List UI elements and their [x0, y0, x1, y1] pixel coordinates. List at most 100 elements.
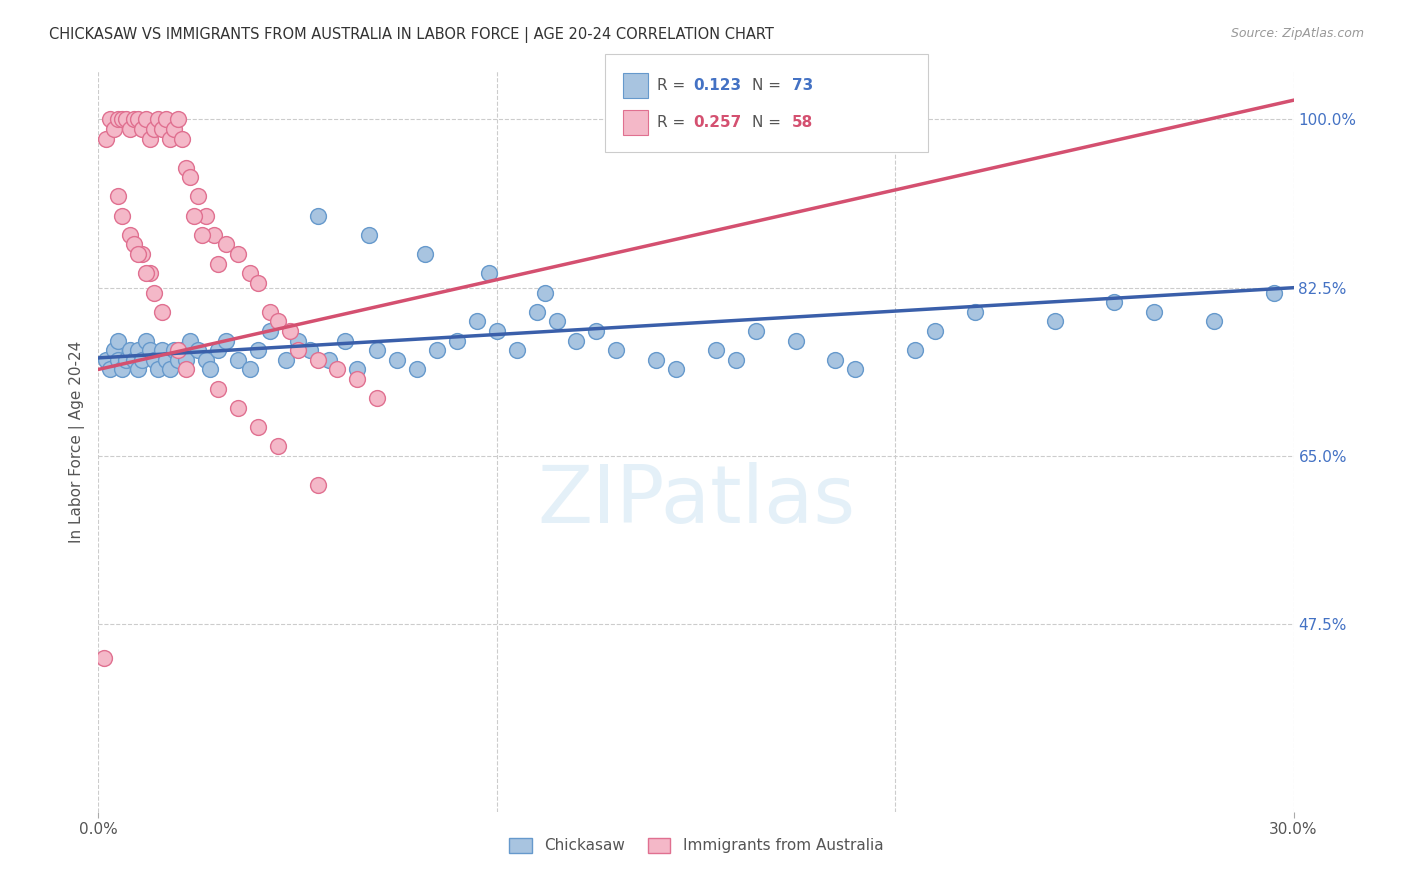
Point — [111, 112, 134, 127]
Point — [143, 352, 166, 367]
Point — [724, 352, 747, 367]
Point — [1202, 314, 1225, 328]
Point — [665, 362, 688, 376]
Point — [307, 209, 329, 223]
Point — [107, 334, 129, 348]
Text: 0.123: 0.123 — [693, 78, 741, 93]
Point — [226, 352, 249, 367]
Point — [124, 112, 146, 127]
Point — [150, 122, 173, 136]
Point — [96, 131, 118, 145]
Point — [139, 343, 162, 358]
Point — [111, 209, 134, 223]
Point — [1104, 295, 1126, 310]
Point — [103, 343, 125, 358]
Point — [346, 372, 368, 386]
Point — [124, 352, 146, 367]
Text: N =: N = — [752, 115, 782, 129]
Point — [135, 266, 157, 280]
Point — [963, 304, 986, 318]
Point — [605, 343, 627, 358]
Point — [143, 285, 166, 300]
Point — [745, 324, 768, 338]
Point — [267, 314, 290, 328]
Point — [150, 304, 173, 318]
Point — [366, 343, 388, 358]
Point — [139, 131, 162, 145]
Point — [155, 352, 177, 367]
Point — [98, 112, 122, 127]
Point — [307, 352, 329, 367]
Text: 73: 73 — [792, 78, 813, 93]
Point — [215, 334, 238, 348]
Text: Source: ZipAtlas.com: Source: ZipAtlas.com — [1230, 27, 1364, 40]
Point — [359, 227, 381, 242]
Point — [103, 122, 125, 136]
Point — [143, 122, 166, 136]
Text: CHICKASAW VS IMMIGRANTS FROM AUSTRALIA IN LABOR FORCE | AGE 20-24 CORRELATION CH: CHICKASAW VS IMMIGRANTS FROM AUSTRALIA I… — [49, 27, 775, 43]
Point — [120, 343, 142, 358]
Point — [366, 391, 388, 405]
Point — [93, 651, 115, 665]
Point — [465, 314, 488, 328]
Point — [267, 439, 290, 453]
Point — [120, 227, 142, 242]
Point — [187, 343, 209, 358]
Point — [546, 314, 568, 328]
Point — [159, 362, 181, 376]
Point — [844, 362, 866, 376]
Text: R =: R = — [657, 78, 685, 93]
Point — [446, 334, 468, 348]
Point — [148, 362, 170, 376]
Point — [246, 343, 269, 358]
Point — [565, 334, 588, 348]
Point — [150, 343, 173, 358]
Point — [174, 352, 197, 367]
Point — [127, 112, 149, 127]
Point — [226, 247, 249, 261]
Point — [426, 343, 449, 358]
Point — [163, 343, 186, 358]
Text: R =: R = — [657, 115, 685, 129]
Point — [207, 382, 229, 396]
Point — [159, 131, 181, 145]
Point — [585, 324, 607, 338]
Point — [115, 112, 138, 127]
Point — [215, 237, 238, 252]
Point — [506, 343, 529, 358]
Point — [1263, 285, 1285, 300]
Point — [298, 343, 321, 358]
Point — [115, 352, 138, 367]
Point — [385, 352, 409, 367]
Legend: Chickasaw, Immigrants from Australia: Chickasaw, Immigrants from Australia — [502, 831, 890, 860]
Point — [135, 334, 157, 348]
Point — [318, 352, 340, 367]
Point — [195, 352, 218, 367]
Point — [259, 324, 281, 338]
Point — [98, 362, 122, 376]
Point — [127, 362, 149, 376]
Point — [307, 478, 329, 492]
Point — [239, 266, 262, 280]
Point — [96, 352, 118, 367]
Point — [172, 343, 194, 358]
Point — [485, 324, 508, 338]
Point — [107, 189, 129, 203]
Point — [924, 324, 946, 338]
Point — [183, 209, 205, 223]
Point — [207, 257, 229, 271]
Point — [704, 343, 727, 358]
Point — [155, 112, 177, 127]
Point — [131, 122, 153, 136]
Text: ZIPatlas: ZIPatlas — [537, 462, 855, 540]
Point — [246, 276, 269, 290]
Point — [904, 343, 927, 358]
Point — [274, 352, 297, 367]
Point — [346, 362, 368, 376]
Point — [287, 343, 309, 358]
Point — [259, 304, 281, 318]
Point — [131, 247, 153, 261]
Point — [645, 352, 668, 367]
Point — [135, 112, 157, 127]
Point — [167, 112, 190, 127]
